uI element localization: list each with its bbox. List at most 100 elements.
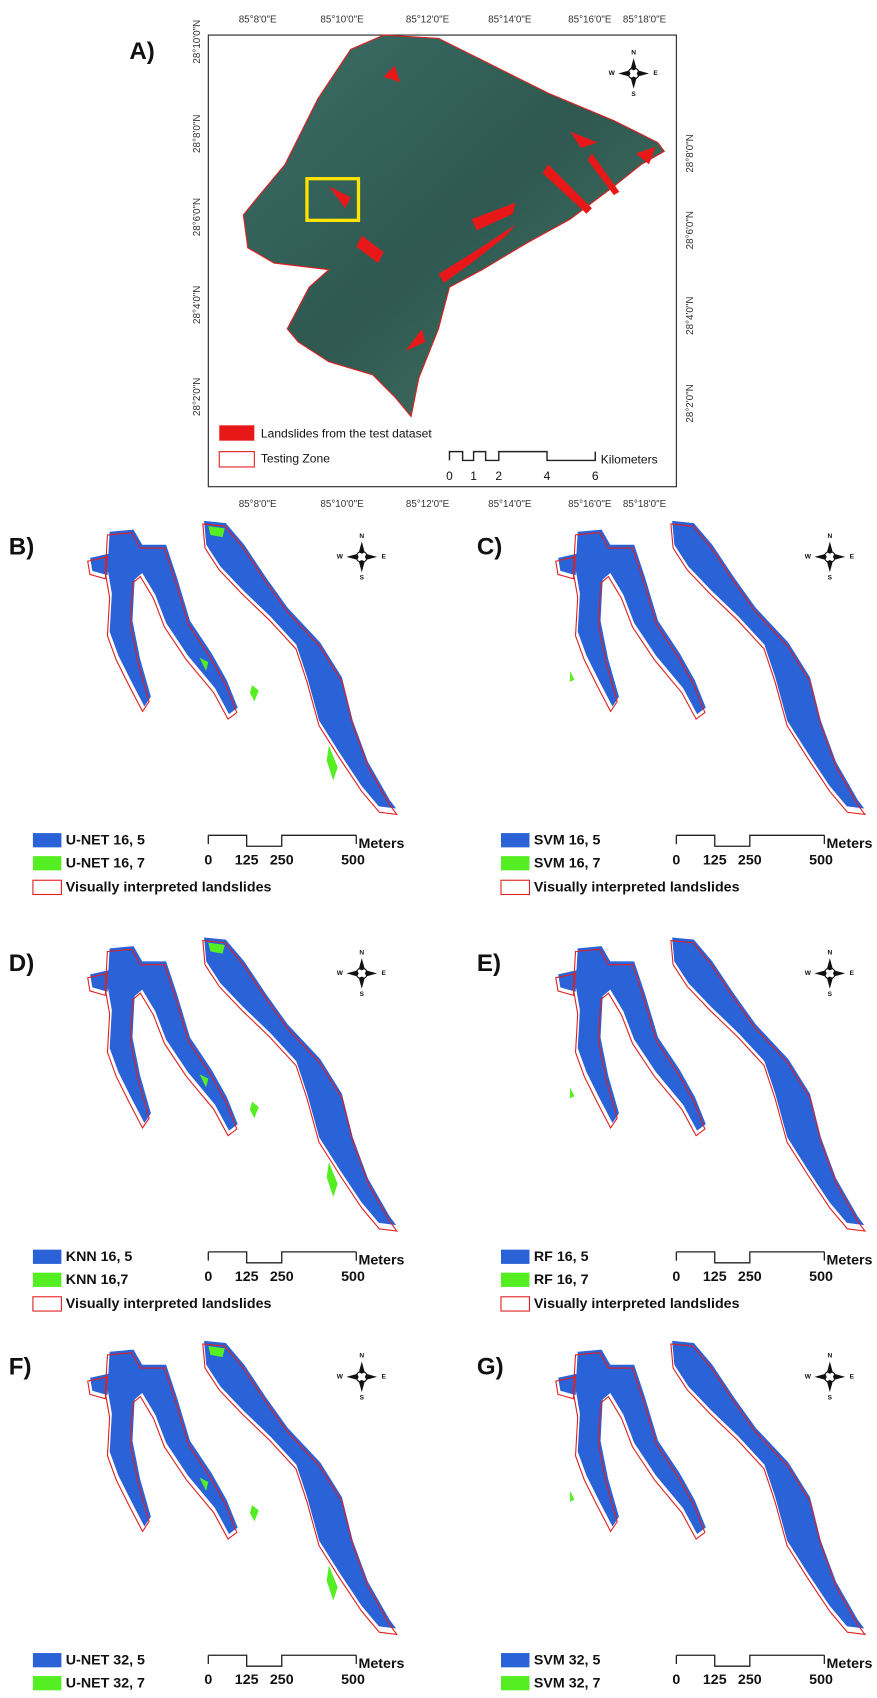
compass-rose (813, 1360, 846, 1393)
lon-tick-label: 85°16'0"E (568, 14, 612, 25)
compass-rose (813, 540, 846, 573)
scale-label: 0 (672, 1672, 680, 1688)
panel-a: A) 85°8'0"E 85°8'0"E 85°10'0"E 85°10'0"E 85°1… (129, 14, 696, 510)
legend-swatch (500, 1249, 530, 1264)
scale-bar (207, 834, 357, 847)
legend-swatch (500, 1272, 530, 1287)
lat-tick-label: 28°8'0"N (685, 134, 696, 172)
scale-label: 500 (341, 1672, 365, 1688)
scale-unit: Meters (358, 836, 404, 852)
compass-letter: W (337, 554, 344, 561)
compass-letter: W (805, 970, 812, 977)
legend-swatch (32, 1676, 62, 1691)
lon-tick-label: 85°18'0"E (623, 14, 667, 25)
landslide (471, 202, 516, 231)
scale-label: 500 (341, 1269, 365, 1285)
compass-letter: W (609, 70, 616, 77)
panel: E) N E S W RF 16, 5 RF 16, 7 Visually interpret… (326, 937, 873, 1312)
detected-landslides (90, 520, 397, 809)
compass-letter: N (827, 1353, 832, 1360)
scale-bar (675, 834, 826, 847)
legend-label: U-NET 32, 5 (66, 1652, 145, 1668)
legend-label: KNN 16, 5 (66, 1249, 133, 1265)
scale-label: 0 (672, 1269, 680, 1285)
compass-rose (813, 957, 846, 990)
panel-label: C) (477, 533, 502, 560)
legend-swatch (32, 1296, 62, 1312)
detected-landslides (90, 937, 397, 1226)
scale-label: 250 (738, 1269, 762, 1285)
landslide (587, 153, 620, 196)
legend-label: Visually interpreted landslides (66, 880, 272, 896)
lon-tick-label: 85°10'0"E (320, 499, 364, 510)
compass-letter: N (359, 949, 364, 956)
scale-unit: Meters (827, 1252, 873, 1268)
compass-letter: S (360, 574, 365, 581)
scale-label: 500 (809, 1672, 833, 1688)
lon-tick-label: 85°16'0"E (568, 499, 612, 510)
lat-tick-label: 28°8'0"N (192, 115, 203, 153)
lon-tick-label: 85°12'0"E (406, 499, 450, 510)
legend-label: SVM 16, 5 (534, 833, 601, 849)
legend-label: Testing Zone (261, 451, 330, 465)
lat-tick-label: 28°6'0"N (192, 198, 203, 236)
compass-letter: N (827, 533, 832, 540)
scale-unit: Meters (827, 836, 873, 852)
legend-swatch (219, 425, 255, 441)
scale-label: 500 (809, 852, 833, 868)
lon-tick-label: 85°8'0"E (239, 14, 277, 25)
lat-tick-label: 28°4'0"N (192, 286, 203, 324)
compass-letter: W (337, 970, 344, 977)
lat-tick-label: 28°2'0"N (192, 378, 203, 416)
scale-label: 0 (204, 852, 212, 868)
scale-label: 125 (703, 852, 727, 868)
panel: B) N E S W U-NET 16, 5 U-NET 16, 7 Visually int… (9, 520, 404, 896)
compass-letter: E (381, 554, 386, 561)
compass-letter: S (631, 91, 636, 98)
lon-tick-label: 85°18'0"E (623, 499, 667, 510)
legend-swatch (500, 1296, 531, 1312)
panel-label: G) (477, 1353, 504, 1380)
scale-label: 125 (703, 1672, 727, 1688)
compass-letter: N (631, 49, 636, 56)
legend-swatch (32, 833, 62, 848)
scale-unit: Meters (358, 1656, 404, 1672)
legend-label: U-NET 32, 7 (66, 1676, 145, 1692)
scale-label: 250 (270, 1672, 294, 1688)
scale-unit: Meters (358, 1252, 404, 1268)
scale-unit: Kilometers (601, 453, 658, 467)
compass-letter: S (360, 1394, 365, 1401)
panel-label: E) (477, 950, 501, 977)
panel-label: F) (9, 1353, 32, 1380)
scale-label: 0 (204, 1672, 212, 1688)
compass-letter: E (653, 70, 658, 77)
scale-label: 250 (738, 852, 762, 868)
legend-label: SVM 32, 7 (534, 1676, 601, 1692)
landslide (405, 328, 426, 351)
scale-bar (448, 450, 596, 462)
testing-zone (242, 34, 666, 418)
compass-rose (345, 540, 378, 573)
legend-label: KNN 16,7 (66, 1272, 129, 1288)
legend-swatch (32, 856, 62, 871)
compass-rose (345, 957, 378, 990)
compass-letter: E (381, 970, 386, 977)
compass-letter: W (805, 554, 812, 561)
panel-label: B) (9, 533, 34, 560)
lon-tick-label: 85°14'0"E (488, 499, 532, 510)
legend-label: U-NET 16, 7 (66, 856, 145, 872)
legend-swatch (500, 1676, 530, 1691)
scale-label: 0 (672, 852, 680, 868)
focus-box (305, 177, 361, 222)
scale-label: 500 (809, 1269, 833, 1285)
scale-label: 6 (592, 469, 599, 483)
scale-label: 250 (270, 852, 294, 868)
legend-swatch (218, 451, 255, 468)
compass-letter: E (381, 1374, 386, 1381)
compass-letter: W (337, 1374, 344, 1381)
compass-letter: W (805, 1374, 812, 1381)
lat-tick-label: 28°2'0"N (685, 384, 696, 422)
legend-label: RF 16, 7 (534, 1272, 589, 1288)
